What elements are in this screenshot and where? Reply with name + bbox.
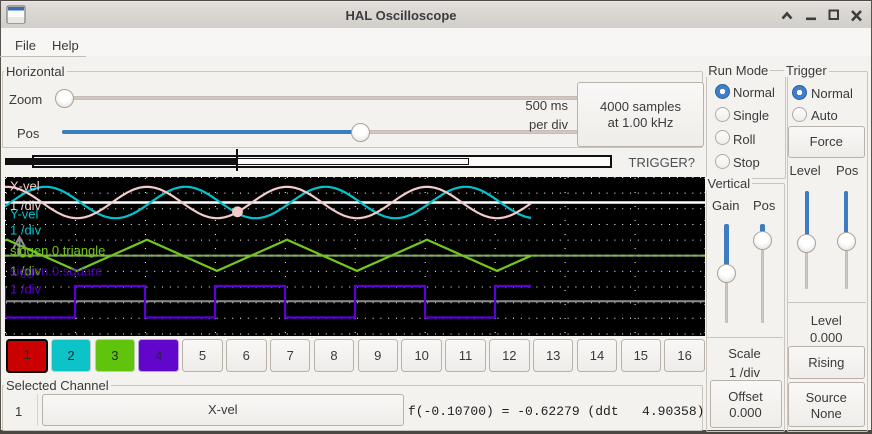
svg-text:1 /div: 1 /div	[10, 264, 42, 279]
svg-text:1 /div: 1 /div	[10, 198, 42, 213]
svg-text:Y-vel: Y-vel	[10, 207, 39, 222]
svg-text:X-vel: X-vel	[10, 179, 40, 194]
svg-text:siggen.0.triangle: siggen.0.triangle	[10, 243, 105, 258]
svg-text:1 /div: 1 /div	[10, 281, 42, 296]
svg-text:1 /div: 1 /div	[10, 223, 42, 238]
svg-text:siggen.0.square: siggen.0.square	[10, 264, 103, 279]
